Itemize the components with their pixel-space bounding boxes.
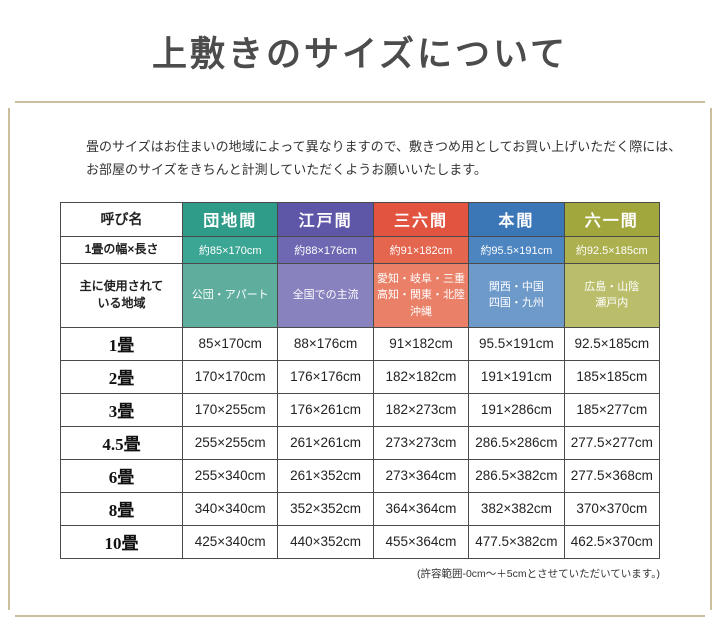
width-cell-honma: 約95.5×191cm <box>468 235 565 264</box>
intro-text: 畳のサイズはお住まいの地域によって異なりますので、敷きつめ用としてお買い上げいた… <box>8 135 712 182</box>
frame-content: 畳のサイズはお住まいの地域によって異なりますので、敷きつめ用としてお買い上げいた… <box>8 101 712 581</box>
size-cell: 185×277cm <box>563 392 661 427</box>
size-cell: 176×261cm <box>277 392 374 427</box>
size-cell: 170×255cm <box>181 392 279 427</box>
page-title: 上敷きのサイズについて <box>152 35 568 74</box>
size-cell: 185×185cm <box>563 359 661 394</box>
size-cell: 352×352cm <box>277 491 374 526</box>
region-cell-danchima: 公団・アパート <box>181 262 279 328</box>
size-cell: 286.5×286cm <box>468 425 565 460</box>
size-cell: 261×352cm <box>277 458 374 493</box>
size-cell: 340×340cm <box>181 491 279 526</box>
size-cell: 182×273cm <box>372 392 470 427</box>
size-row-4-5jo: 4.5畳 255×255cm 261×261cm 273×273cm 286.5… <box>60 425 661 460</box>
size-row-2jo: 2畳 170×170cm 176×176cm 182×182cm 191×191… <box>60 359 661 394</box>
corner-header: 呼び名 <box>60 201 183 237</box>
row-label-4-5jo: 4.5畳 <box>60 425 183 460</box>
tatami-size-table: 呼び名 団地間 江戸間 三六間 本間 六一間 1畳の幅×長さ 約85×170cm… <box>60 201 661 559</box>
size-cell: 255×255cm <box>181 425 279 460</box>
size-cell: 370×370cm <box>563 491 661 526</box>
size-cell: 191×286cm <box>468 392 565 427</box>
size-cell: 85×170cm <box>181 326 279 361</box>
size-cell: 364×364cm <box>372 491 470 526</box>
width-cell-edoma: 約88×176cm <box>277 235 374 264</box>
region-row: 主に使用されて いる地域 公団・アパート 全国での主流 愛知・岐阜・三重 高知・… <box>60 262 661 328</box>
size-cell: 286.5×382cm <box>468 458 565 493</box>
column-header-edoma: 江戸間 <box>277 201 374 237</box>
row-label-6jo: 6畳 <box>60 458 183 493</box>
region-cell-rokuichima: 広島・山陰 瀬戸内 <box>563 262 661 328</box>
size-cell: 477.5×382cm <box>468 524 565 559</box>
intro-line-1: 畳のサイズはお住まいの地域によって異なりますので、敷きつめ用としてお買い上げいた… <box>86 139 682 154</box>
size-cell: 255×340cm <box>181 458 279 493</box>
size-cell: 462.5×370cm <box>563 524 661 559</box>
size-cell: 170×170cm <box>181 359 279 394</box>
size-row-6jo: 6畳 255×340cm 261×352cm 273×364cm 286.5×3… <box>60 458 661 493</box>
size-cell: 455×364cm <box>372 524 470 559</box>
width-cell-danchima: 約85×170cm <box>181 235 279 264</box>
row-label-10jo: 10畳 <box>60 524 183 559</box>
size-cell: 382×382cm <box>468 491 565 526</box>
intro-line-2: お部屋のサイズをきちんと計測していただくようお願いいたします。 <box>86 162 487 178</box>
size-cell: 273×364cm <box>372 458 470 493</box>
column-header-danchima: 団地間 <box>181 201 279 237</box>
width-cell-rokuichima: 約92.5×185cm <box>563 235 661 264</box>
row-label-1jo: 1畳 <box>60 326 183 361</box>
column-header-rokuichima: 六一間 <box>563 201 661 237</box>
row-label-8jo: 8畳 <box>60 491 183 526</box>
column-header-sabrokuma: 三六間 <box>372 201 470 237</box>
size-cell: 191×191cm <box>468 359 565 394</box>
size-cell: 91×182cm <box>372 326 470 361</box>
size-row-3jo: 3畳 170×255cm 176×261cm 182×273cm 191×286… <box>60 392 661 427</box>
size-cell: 440×352cm <box>277 524 374 559</box>
size-cell: 95.5×191cm <box>468 326 565 361</box>
row-label-region: 主に使用されて いる地域 <box>60 262 183 328</box>
region-cell-sabrokuma: 愛知・岐阜・三重 高知・関東・北陸 沖縄 <box>372 262 470 328</box>
size-row-10jo: 10畳 425×340cm 440×352cm 455×364cm 477.5×… <box>60 524 661 559</box>
region-cell-honma: 関西・中国 四国・九州 <box>468 262 565 328</box>
size-cell: 176×176cm <box>277 359 374 394</box>
size-cell: 425×340cm <box>181 524 279 559</box>
size-cell: 277.5×368cm <box>563 458 661 493</box>
table-header-row: 呼び名 団地間 江戸間 三六間 本間 六一間 <box>60 201 661 237</box>
size-cell: 277.5×277cm <box>563 425 661 460</box>
tolerance-note: (許容範囲-0cm〜＋5cmとさせていただいています。) <box>416 567 660 580</box>
size-row-1jo: 1畳 85×170cm 88×176cm 91×182cm 95.5×191cm… <box>60 326 661 361</box>
content-frame: 畳のサイズはお住まいの地域によって異なりますので、敷きつめ用としてお買い上げいた… <box>8 101 712 617</box>
row-label-width: 1畳の幅×長さ <box>60 235 183 264</box>
size-cell: 88×176cm <box>277 326 374 361</box>
size-row-8jo: 8畳 340×340cm 352×352cm 364×364cm 382×382… <box>60 491 661 526</box>
region-cell-edoma: 全国での主流 <box>277 262 374 328</box>
size-cell: 182×182cm <box>372 359 470 394</box>
width-cell-sabrokuma: 約91×182cm <box>372 235 470 264</box>
row-label-3jo: 3畳 <box>60 392 183 427</box>
column-header-honma: 本間 <box>468 201 565 237</box>
size-cell: 92.5×185cm <box>563 326 661 361</box>
width-row: 1畳の幅×長さ 約85×170cm 約88×176cm 約91×182cm 約9… <box>60 235 661 264</box>
size-cell: 273×273cm <box>372 425 470 460</box>
size-cell: 261×261cm <box>277 425 374 460</box>
row-label-2jo: 2畳 <box>60 359 183 394</box>
